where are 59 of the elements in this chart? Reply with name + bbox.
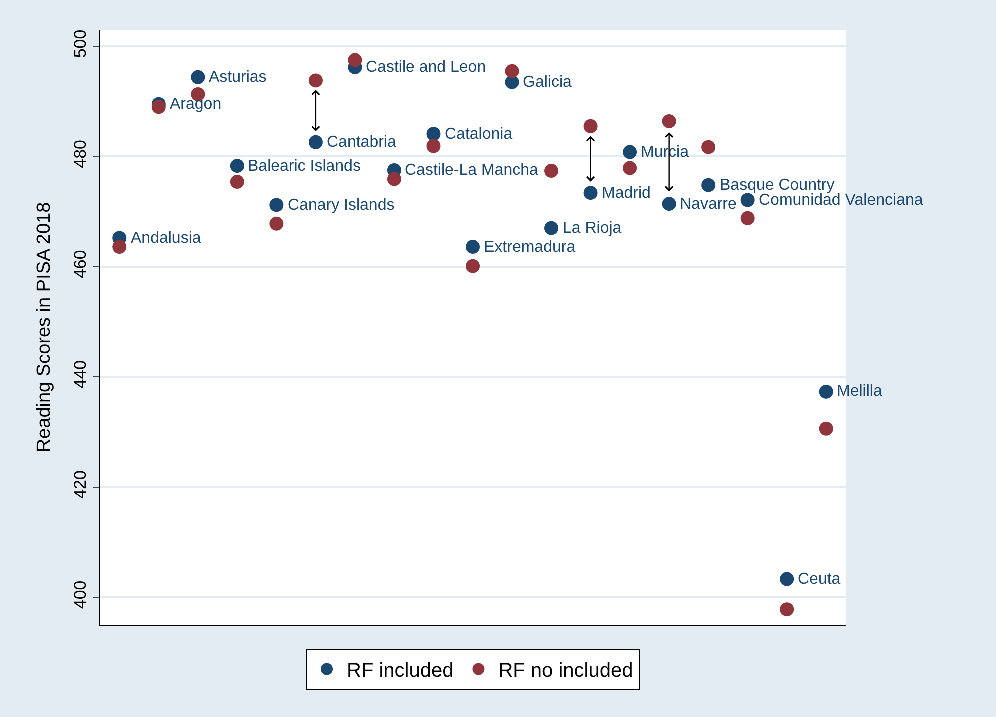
y-axis-title: Reading Scores in PISA 2018	[34, 202, 56, 453]
point	[702, 178, 716, 192]
data-label: Canary Islands	[288, 197, 395, 214]
point	[152, 100, 166, 114]
data-label: Basque Country	[720, 177, 835, 194]
y-tick-label: 460	[71, 250, 90, 279]
point	[740, 211, 755, 226]
y-tick-label: 440	[71, 360, 90, 389]
point	[348, 53, 362, 68]
point	[623, 161, 638, 176]
point	[466, 259, 480, 274]
point	[270, 198, 284, 212]
data-label: Madrid	[602, 185, 651, 202]
point	[780, 572, 794, 586]
data-label: Ceuta	[798, 571, 841, 588]
data-label: Catalonia	[445, 126, 513, 143]
data-label: Castile and Leon	[366, 59, 486, 76]
point	[112, 240, 127, 254]
data-label: Aragon	[170, 96, 222, 113]
point	[819, 422, 834, 436]
data-label: Comunidad Valenciana	[759, 192, 924, 209]
point	[584, 119, 598, 134]
point	[230, 175, 244, 190]
data-label: Asturias	[209, 69, 267, 86]
data-label: La Rioja	[563, 220, 622, 237]
legend-label: RF included	[347, 660, 454, 682]
point	[702, 140, 716, 154]
point	[230, 159, 244, 174]
point	[780, 602, 794, 617]
point	[623, 145, 638, 160]
point	[740, 193, 755, 208]
point	[662, 114, 676, 128]
y-tick-label: 500	[71, 30, 90, 58]
point	[544, 221, 559, 236]
point	[270, 216, 284, 231]
legend-label: RF no included	[498, 660, 634, 682]
point	[466, 240, 480, 254]
data-label: Melilla	[837, 383, 882, 400]
point	[662, 197, 676, 212]
point	[426, 139, 441, 154]
point	[426, 127, 441, 142]
data-label: Castile-La Mancha	[405, 162, 538, 179]
point	[308, 74, 323, 88]
point	[308, 135, 323, 150]
point	[191, 70, 206, 84]
y-tick-label: 480	[71, 140, 90, 168]
y-tick-label: 420	[71, 470, 90, 499]
data-label: Galicia	[523, 74, 572, 91]
data-label: Balearic Islands	[248, 158, 361, 175]
point	[544, 164, 559, 178]
point	[505, 64, 520, 78]
data-label: Andalusia	[131, 230, 202, 247]
data-label: Navarre	[680, 196, 738, 213]
data-label: Extremadura	[484, 239, 576, 256]
y-tick-label: 400	[71, 580, 90, 610]
data-label: Cantabria	[327, 134, 396, 151]
point	[584, 186, 598, 200]
point	[387, 172, 402, 186]
point	[819, 384, 834, 399]
